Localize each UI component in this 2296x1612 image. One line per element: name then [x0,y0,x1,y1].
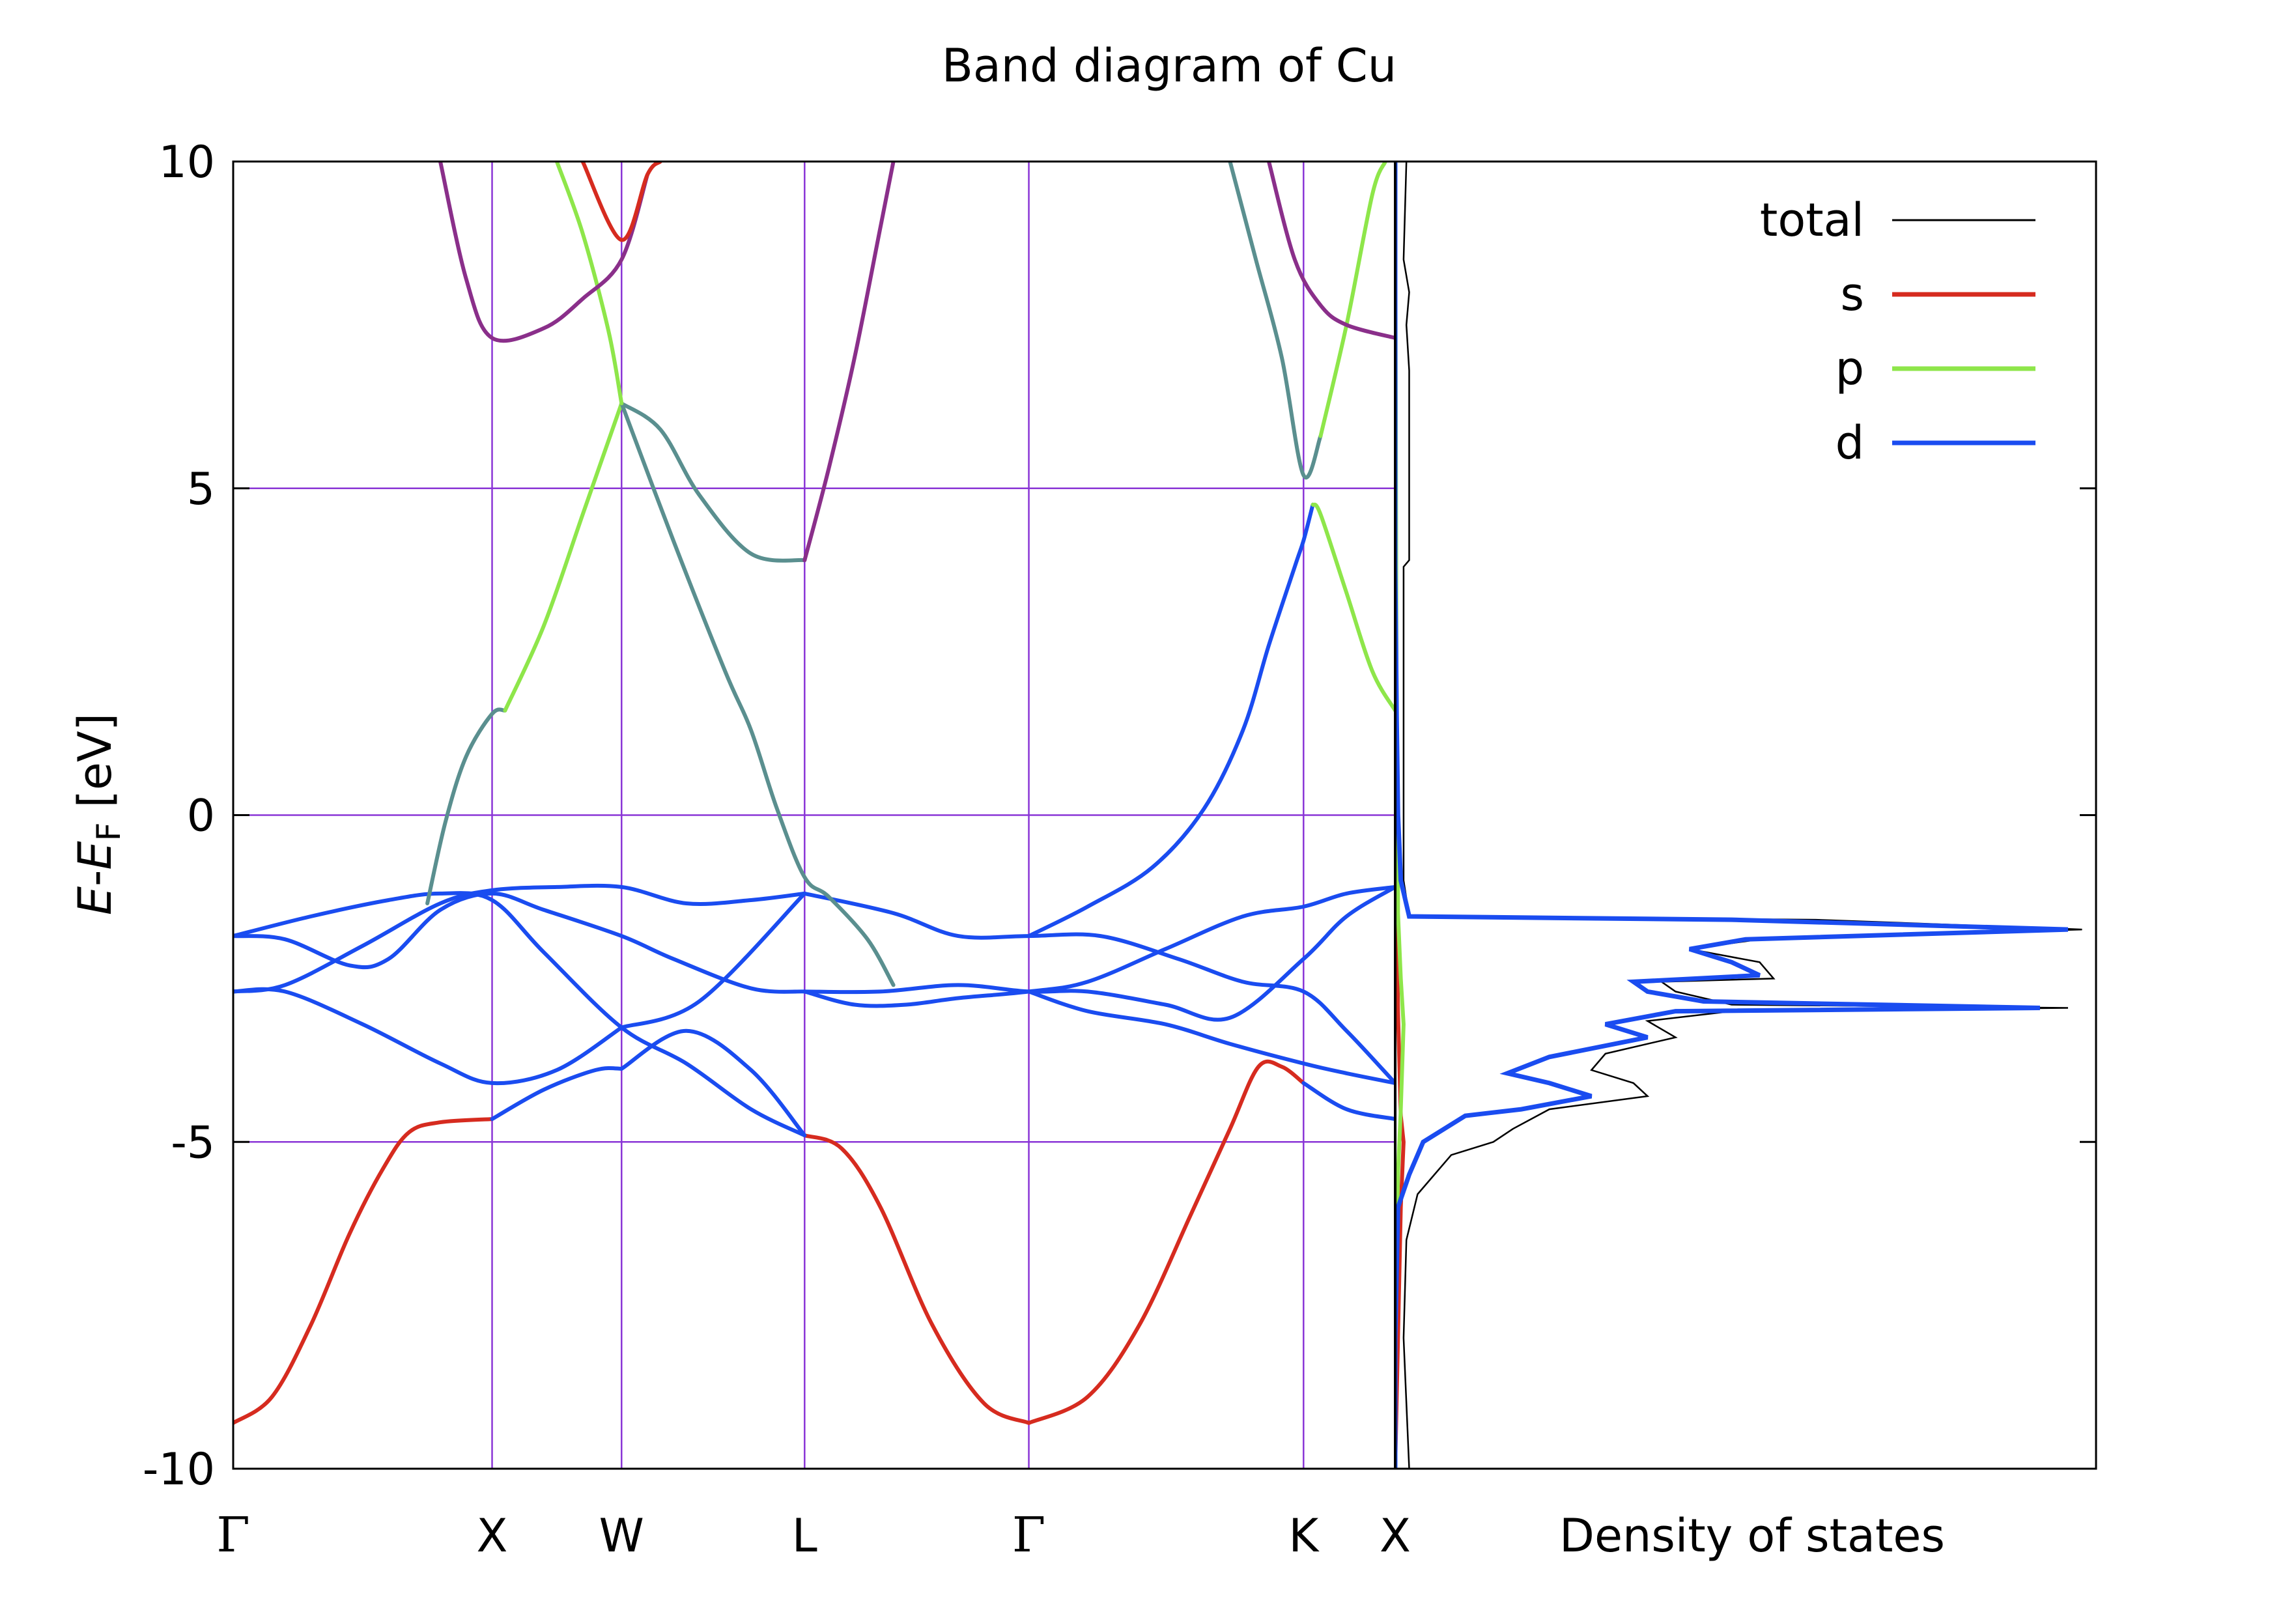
band-line [503,401,624,713]
band-line [619,401,807,563]
band-line [1228,162,1323,480]
k-point-label: X [477,1509,508,1563]
legend-label: d [1835,416,1864,470]
legend-label: p [1835,342,1864,395]
band-line [619,1028,807,1138]
dos-curves [1395,162,2082,1469]
band-line [425,707,507,905]
band-line [802,884,1395,1008]
band-line [1027,502,1315,939]
y-tick-label: 10 [158,137,215,188]
dos-d-line [1395,162,2069,1469]
k-point-label: Γ [216,1507,249,1563]
k-point-label: X [1380,1509,1411,1563]
dos-total-line [1402,162,2082,1469]
band-line [1027,1059,1306,1425]
band-line [1318,162,1387,438]
legend-label: total [1760,193,1864,247]
band-line [802,162,896,563]
chart-title: Band diagram of Cu [942,39,1396,92]
y-axis-ticks: 10 5 0 -5 -10 [143,137,2096,1495]
legend: total spd [1760,193,2035,470]
legend-label: s [1841,268,1864,321]
band-line [233,883,807,994]
y-tick-label: 0 [187,791,215,842]
band-line [233,1117,494,1425]
dos-axis-label: Density of states [1559,1509,1945,1563]
band-line [1301,1081,1395,1122]
band-line [554,162,624,406]
band-line [580,162,662,242]
band-line [438,162,649,343]
y-tick-label: 5 [187,464,215,515]
y-axis-label-minus: - [68,870,122,886]
band-line [802,1133,1031,1425]
band-line [619,401,896,987]
band-line [619,891,807,1030]
y-tick-label: -5 [171,1117,215,1168]
grid-lines [233,162,1395,1469]
y-axis-label-subscript: F [90,823,128,841]
y-tick-label: -10 [143,1444,215,1495]
band-line [802,884,1395,1022]
band-line [1267,162,1395,340]
band-line [802,891,1395,1085]
band-line [1311,502,1395,713]
band-line [490,1066,624,1122]
band-lines [233,162,1395,1425]
k-point-label: Γ [1012,1507,1045,1563]
y-axis-label-ef: E [68,841,122,870]
y-axis-label-unit: [eV] [68,713,122,823]
band-line [1027,989,1395,1085]
y-axis-label: E-EF [eV] [68,713,128,915]
k-point-label: W [599,1509,644,1563]
k-point-label: K [1288,1509,1320,1563]
y-axis-label-e: E [68,886,122,915]
band-line [233,891,807,994]
band-line [233,987,624,1086]
k-point-label: L [792,1509,817,1563]
band-line [233,891,807,1138]
